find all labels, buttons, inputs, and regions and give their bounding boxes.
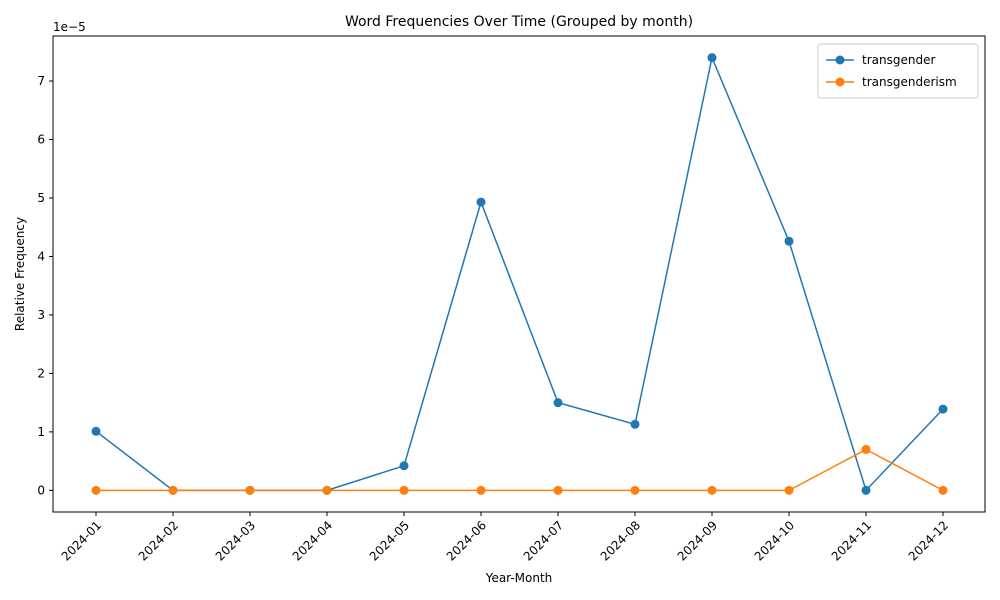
x-tick-label: 2024-09: [675, 518, 720, 563]
y-axis: 0 1 2 3 4 5 6 7: [37, 74, 53, 497]
data-point-transgender: [938, 404, 948, 414]
legend-label: transgender: [862, 53, 935, 67]
series-line-transgenderism: [96, 448, 944, 492]
data-point-transgenderism: [476, 485, 486, 495]
chart-title: Word Frequencies Over Time (Grouped by m…: [345, 14, 693, 30]
y-tick-label: 3: [37, 308, 45, 322]
y-axis-title: Relative Frequency: [13, 217, 27, 331]
x-tick-label: 2024-02: [136, 518, 181, 563]
x-tick-label: 2024-04: [290, 518, 335, 563]
x-axis-title: Year-Month: [485, 571, 553, 585]
data-point-transgenderism: [399, 485, 409, 495]
legend-item-transgenderism: transgenderism: [826, 75, 957, 89]
data-point-transgender: [630, 419, 640, 429]
legend: transgender transgenderism: [817, 43, 979, 99]
y-tick-label: 5: [37, 191, 45, 205]
series-transgenderism: [91, 444, 948, 495]
plot-area-frame: [52, 35, 986, 513]
data-point-transgenderism: [861, 444, 871, 454]
y-axis-offset-label: 1e−5: [53, 20, 86, 34]
y-tick-label: 0: [37, 483, 45, 497]
x-tick-label: 2024-07: [521, 518, 566, 563]
y-tick-label: 4: [37, 249, 45, 263]
legend-label: transgenderism: [862, 75, 957, 89]
y-tick-label: 7: [37, 74, 45, 88]
legend-marker: [835, 77, 845, 87]
x-tick-label: 2024-01: [59, 518, 104, 563]
data-point-transgenderism: [707, 485, 717, 495]
data-point-transgender: [553, 398, 563, 408]
data-point-transgender: [91, 426, 101, 436]
data-point-transgender: [784, 236, 794, 246]
data-point-transgenderism: [553, 485, 563, 495]
data-point-transgenderism: [322, 485, 332, 495]
data-point-transgenderism: [91, 485, 101, 495]
x-axis: 2024-01 2024-02 2024-03 2024-04 2024-05 2024-…: [59, 512, 951, 564]
y-tick-label: 1: [37, 425, 45, 439]
data-point-transgenderism: [938, 485, 948, 495]
data-point-transgender: [399, 461, 409, 471]
x-tick-label: 2024-10: [752, 518, 797, 563]
legend-marker: [835, 55, 845, 65]
data-point-transgenderism: [245, 485, 255, 495]
y-tick-label: 6: [37, 133, 45, 147]
x-tick-label: 2024-05: [367, 518, 412, 563]
data-point-transgender: [861, 485, 871, 495]
data-point-transgenderism: [784, 485, 794, 495]
x-tick-label: 2024-08: [598, 518, 643, 563]
x-tick-label: 2024-11: [829, 518, 874, 563]
x-tick-label: 2024-06: [444, 518, 489, 563]
series-line-transgender: [95, 55, 944, 492]
data-point-transgender: [476, 197, 486, 207]
data-point-transgenderism: [630, 485, 640, 495]
legend-box: [817, 43, 979, 99]
y-tick-label: 2: [37, 366, 45, 380]
x-tick-label: 2024-12: [906, 518, 951, 563]
series-transgender: [91, 53, 948, 495]
data-point-transgenderism: [168, 485, 178, 495]
series-layer: [91, 53, 948, 495]
x-tick-label: 2024-03: [213, 518, 258, 563]
data-point-transgender: [707, 53, 717, 63]
legend-item-transgender: transgender: [826, 53, 935, 67]
